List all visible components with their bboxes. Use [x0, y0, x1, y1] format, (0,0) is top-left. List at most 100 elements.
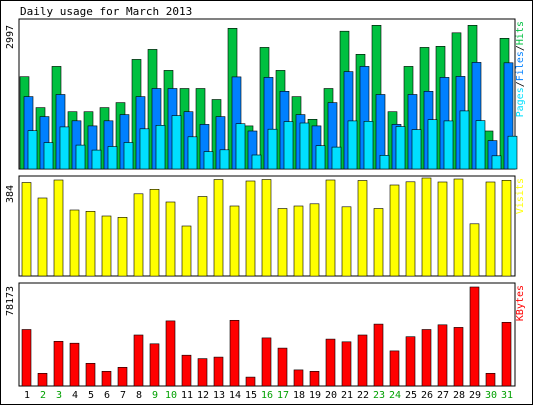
visits-bar — [21, 182, 32, 277]
hits-bar-pages — [395, 126, 406, 170]
day-label: 25 — [405, 390, 417, 401]
panel-kbytes — [18, 282, 516, 387]
hits-bar-pages — [363, 121, 374, 170]
hits-bar-pages — [315, 145, 326, 170]
day-axis-labels: 1 2 3 4 5 6 7 8 9 10 11 12 13 14 15 16 17 18 19 20 21 22 23 24 2… — [24, 390, 513, 401]
visits-bar — [469, 223, 480, 277]
kbytes-bar — [341, 341, 352, 387]
hits-bar-pages — [155, 125, 166, 170]
hits-bar-pages — [347, 120, 358, 170]
visits-bar — [309, 203, 320, 277]
day-label: 23 — [373, 390, 385, 401]
visits-bar — [245, 180, 256, 277]
day-label: 22 — [357, 390, 369, 401]
hits-bar-pages — [171, 115, 182, 170]
kbytes-bar — [85, 362, 96, 387]
legend-separator: / — [515, 81, 526, 87]
kbytes-bar — [165, 320, 176, 387]
visits-bar — [405, 181, 416, 277]
legend-pages: Pages — [515, 87, 526, 117]
day-label: 7 — [120, 390, 126, 401]
visits-bar — [261, 179, 272, 277]
hits-legend: Pages/Files/Hits — [515, 21, 526, 117]
day-label: 8 — [136, 390, 142, 401]
day-label: 29 — [469, 390, 481, 401]
visits-bar — [101, 215, 112, 277]
hits-bar-pages — [107, 146, 118, 170]
day-label: 3 — [56, 390, 62, 401]
kbytes-bar — [181, 354, 192, 387]
kbytes-bar — [373, 323, 384, 387]
day-label: 1 — [24, 390, 30, 401]
hits-bar-pages — [507, 135, 518, 170]
visits-max-label: 384 — [5, 185, 16, 203]
visits-bar — [501, 180, 512, 277]
hits-bar-pages — [59, 126, 70, 170]
hits-bar-pages — [443, 120, 454, 170]
hits-bar-pages — [123, 142, 134, 170]
kbytes-bar — [485, 372, 496, 387]
hits-max-label: 2997 — [5, 25, 16, 49]
panel-hits — [18, 18, 518, 170]
hits-bar-pages — [475, 120, 486, 170]
hits-bar-pages — [331, 146, 342, 170]
kbytes-bar — [101, 370, 112, 387]
hits-bar-pages — [235, 123, 246, 170]
day-label: 31 — [501, 390, 513, 401]
hits-bar-pages — [427, 119, 438, 170]
visits-bar — [437, 181, 448, 277]
visits-bar — [389, 184, 400, 277]
hits-bar-pages — [43, 142, 54, 170]
day-label: 17 — [277, 390, 289, 401]
day-label: 2 — [40, 390, 46, 401]
hits-bar-pages — [411, 129, 422, 170]
day-label: 24 — [389, 390, 401, 401]
kbytes-bar — [117, 366, 128, 387]
day-label: 9 — [152, 390, 158, 401]
kbytes-bar — [277, 347, 288, 387]
kbytes-bar — [389, 350, 400, 387]
day-label: 6 — [104, 390, 110, 401]
visits-bar — [293, 205, 304, 277]
day-label: 12 — [197, 390, 209, 401]
visits-bar — [485, 181, 496, 277]
visits-bar — [341, 206, 352, 277]
day-label: 21 — [341, 390, 353, 401]
visits-bar — [197, 196, 208, 277]
kbytes-bar — [133, 334, 144, 387]
visits-bar — [277, 208, 288, 277]
kbytes-bar — [357, 334, 368, 387]
visits-bar — [357, 180, 368, 277]
visits-bar — [149, 189, 160, 277]
legend-hits: Hits — [515, 21, 526, 45]
hits-bar-pages — [27, 130, 38, 170]
visits-bar — [37, 197, 48, 277]
hits-bar-pages — [251, 154, 262, 170]
visits-bar — [325, 179, 336, 277]
hits-bar-pages — [91, 149, 102, 170]
hits-bar-pages — [139, 128, 150, 170]
visits-bar — [373, 208, 384, 277]
visits-bar — [421, 177, 432, 277]
kbytes-bar — [501, 321, 512, 387]
kbytes-bar — [69, 342, 80, 387]
day-label: 27 — [437, 390, 449, 401]
kbytes-bar — [469, 286, 480, 387]
kbytes-bar — [261, 337, 272, 387]
kbytes-bar — [229, 319, 240, 387]
visits-bar — [213, 179, 224, 277]
legend-visits: Visits — [515, 178, 526, 214]
visits-bar — [181, 225, 192, 277]
kbytes-bar — [149, 343, 160, 387]
day-label: 11 — [181, 390, 193, 401]
day-label: 26 — [421, 390, 433, 401]
visits-bar — [85, 211, 96, 277]
visits-bar — [453, 178, 464, 277]
hits-bar-pages — [219, 149, 230, 170]
day-label: 20 — [325, 390, 337, 401]
kbytes-legend: KBytes — [515, 285, 526, 321]
chart-title: Daily usage for March 2013 — [20, 5, 192, 18]
visits-bar — [69, 209, 80, 277]
hits-bar-pages — [75, 144, 86, 170]
